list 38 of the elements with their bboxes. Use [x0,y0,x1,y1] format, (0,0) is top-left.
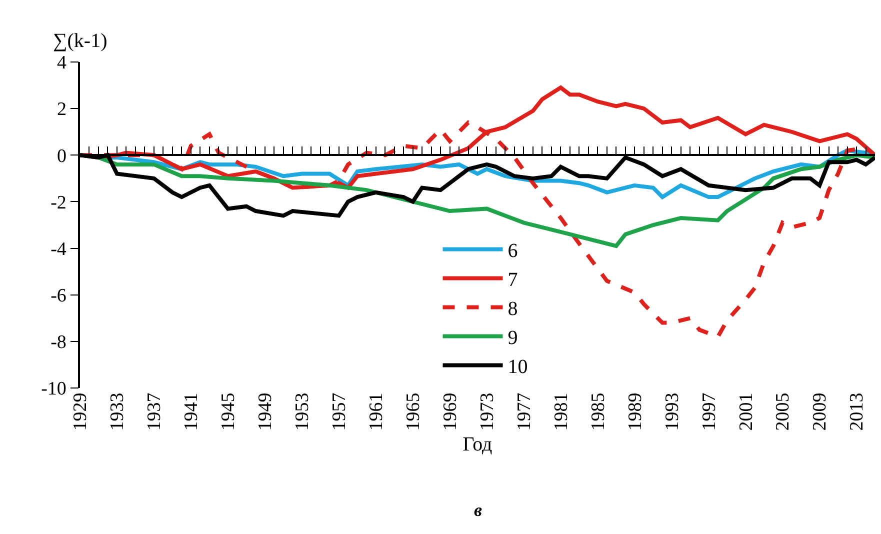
x-tick-label: 1973 [476,392,498,431]
x-axis-title: Год [462,433,492,456]
x-tick-label: 1929 [70,392,92,431]
x-tick-label: 1941 [181,392,202,431]
y-tick-label: -4 [50,238,67,260]
x-tick-label: 2009 [810,392,831,431]
y-tick-label: 2 [56,99,66,120]
y-tick-label: -2 [50,192,66,214]
x-tick-label: 2005 [772,392,794,431]
legend-label: 6 [508,240,518,262]
y-tick-label: 0 [56,146,66,167]
legend-label: 7 [508,269,518,292]
x-tick-label: 1993 [662,392,683,431]
x-tick-label: 1977 [514,392,535,431]
x-tick-label: 1933 [107,392,128,431]
x-tick-label: 1949 [255,392,276,431]
x-tick-label: 1997 [698,392,720,431]
legend-label: 10 [508,356,528,378]
x-tick-label: 1981 [550,392,572,431]
legend-label: 8 [508,298,518,320]
y-tick-label: -8 [50,332,66,354]
x-tick-label: 1965 [402,392,424,431]
y-tick-label: 4 [56,52,67,74]
x-tick-label: 1937 [144,392,166,431]
text: в [474,500,482,520]
x-tick-label: 2001 [736,392,757,431]
x-tick-label: 2013 [846,392,868,431]
x-tick-label: 1953 [292,392,314,431]
y-axis-title: ∑(k-1) [53,30,108,52]
x-tick-label: 1961 [366,392,387,431]
x-tick-label: 1989 [624,392,646,431]
y-tick-label: -6 [50,286,66,307]
x-tick-label: 1957 [329,392,350,431]
y-tick-label: -10 [41,378,66,400]
x-tick-label: 1985 [588,392,609,431]
x-tick-label: 1969 [440,392,461,431]
x-tick-label: 1945 [218,392,240,431]
legend-label: 9 [508,327,518,350]
